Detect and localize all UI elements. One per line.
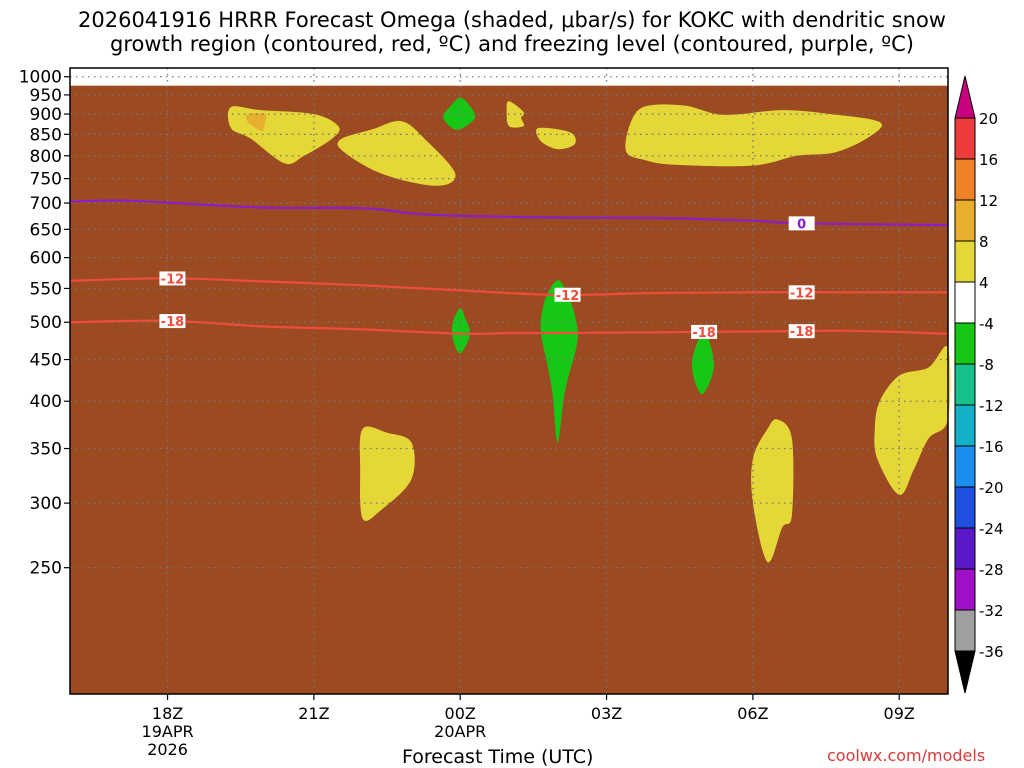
omega-region-minus8 bbox=[691, 332, 714, 395]
colorbar-label: -28 bbox=[979, 561, 1004, 579]
colorbar-label: -20 bbox=[979, 479, 1004, 497]
y-tick-label: 1000 bbox=[19, 68, 62, 88]
colorbar-label: 8 bbox=[979, 233, 989, 251]
dgz-label-bg bbox=[788, 285, 815, 300]
x-tick-label: 00Z bbox=[445, 704, 476, 723]
omega-region-plus4 bbox=[751, 419, 794, 563]
colorbar-bin bbox=[954, 322, 976, 365]
dgz-contour-label: -18 bbox=[692, 326, 716, 341]
y-tick-label: 600 bbox=[30, 249, 62, 269]
dgz-contour-label: -12 bbox=[556, 289, 580, 304]
colorbar-label: 4 bbox=[979, 274, 989, 292]
omega-region-minus8 bbox=[540, 280, 578, 443]
colorbar-bin bbox=[954, 486, 976, 529]
colorbar-label: -36 bbox=[979, 643, 1004, 661]
y-tick-label: 750 bbox=[30, 170, 62, 190]
y-tick-label: 900 bbox=[30, 105, 62, 125]
chart-title-line-1: 2026041916 HRRR Forecast Omega (shaded, … bbox=[78, 8, 946, 32]
colorbar-bin bbox=[954, 527, 976, 570]
dgz-label-bg bbox=[788, 324, 815, 339]
y-tick-label: 400 bbox=[30, 392, 62, 412]
colorbar-bin bbox=[954, 240, 976, 283]
source-credit: coolwx.com/models bbox=[827, 746, 986, 765]
colorbar-label: 16 bbox=[979, 151, 998, 169]
dgz-contour-label: -18 bbox=[790, 325, 814, 340]
colorbar-label: -12 bbox=[979, 397, 1004, 415]
y-tick-label: 950 bbox=[30, 86, 62, 106]
x-tick-label: 03Z bbox=[591, 704, 622, 723]
colorbar-label: -24 bbox=[979, 520, 1004, 538]
ground-surface bbox=[70, 85, 948, 694]
omega-region-plus4 bbox=[359, 426, 415, 522]
freezing-level-contour-label: 0 bbox=[797, 217, 806, 232]
y-tick-label: 800 bbox=[30, 147, 62, 167]
colorbar-bin bbox=[954, 445, 976, 488]
chart-title-line-2: growth region (contoured, red, ºC) and f… bbox=[110, 32, 914, 56]
freezing-level-contour-line bbox=[69, 199, 949, 227]
omega-region-minus8 bbox=[443, 97, 476, 130]
colorbar-bin bbox=[954, 117, 976, 160]
colorbar-label: -8 bbox=[979, 356, 994, 374]
colorbar-bottom-arrow bbox=[954, 650, 976, 694]
colorbar-bin bbox=[954, 281, 976, 324]
colorbar-top-arrow bbox=[954, 75, 976, 119]
omega-region-minus8 bbox=[452, 308, 471, 354]
colorbar-bin bbox=[954, 404, 976, 447]
dgz-label-bg bbox=[159, 271, 186, 286]
y-tick-label: 700 bbox=[30, 194, 62, 214]
x-tick-date-label: 20APR bbox=[434, 722, 486, 741]
colorbar-label: 12 bbox=[979, 192, 998, 210]
freezing-level-label-bg bbox=[788, 216, 815, 231]
dgz-label-bg bbox=[554, 287, 581, 302]
dgz-contour-label: -12 bbox=[790, 286, 814, 301]
dgz-contour-line bbox=[69, 319, 949, 335]
omega-region-plus8 bbox=[246, 113, 267, 131]
y-tick-label: 450 bbox=[30, 351, 62, 371]
y-tick-label: 850 bbox=[30, 125, 62, 145]
colorbar-bin bbox=[954, 609, 976, 652]
x-tick-label: 21Z bbox=[298, 704, 329, 723]
colorbar-label: -4 bbox=[979, 315, 994, 333]
x-tick-label: 18Z bbox=[152, 704, 183, 723]
x-tick-label: 09Z bbox=[884, 704, 915, 723]
x-tick-date-label: 2026 bbox=[147, 740, 188, 759]
colorbar-bin bbox=[954, 158, 976, 201]
dgz-contour-label: -12 bbox=[161, 272, 185, 287]
x-tick-label: 06Z bbox=[737, 704, 768, 723]
y-tick-label: 350 bbox=[30, 440, 62, 460]
y-tick-label: 650 bbox=[30, 220, 62, 240]
dgz-label-bg bbox=[159, 314, 186, 329]
colorbar-label: -16 bbox=[979, 438, 1004, 456]
y-tick-label: 250 bbox=[30, 559, 62, 579]
dgz-label-bg bbox=[691, 324, 718, 339]
omega-region-plus4 bbox=[337, 120, 456, 186]
dgz-contour-label: -18 bbox=[161, 315, 185, 330]
y-tick-label: 500 bbox=[30, 313, 62, 333]
y-tick-label: 300 bbox=[30, 494, 62, 514]
colorbar-bin bbox=[954, 363, 976, 406]
omega-region-plus4 bbox=[874, 346, 951, 496]
x-axis-label: Forecast Time (UTC) bbox=[402, 746, 594, 768]
omega-region-plus4 bbox=[625, 104, 882, 167]
omega-region-plus4 bbox=[536, 127, 576, 150]
y-tick-label: 550 bbox=[30, 279, 62, 299]
colorbar-label: 20 bbox=[979, 110, 998, 128]
colorbar-label: -32 bbox=[979, 602, 1004, 620]
colorbar-bin bbox=[954, 568, 976, 611]
plot-frame bbox=[69, 67, 949, 695]
colorbar-bin bbox=[954, 199, 976, 242]
x-tick-date-label: 19APR bbox=[142, 722, 194, 741]
